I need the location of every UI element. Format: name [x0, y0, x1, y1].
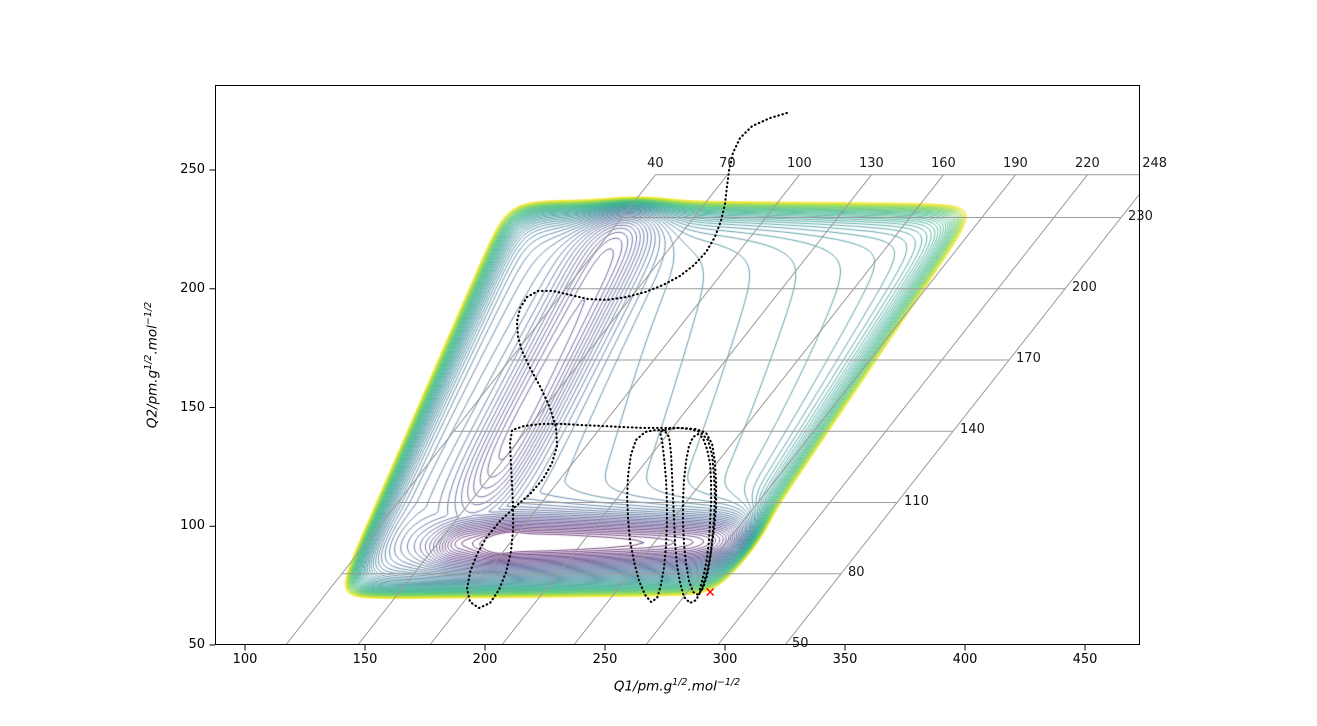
- y-label-exp2: −1/2: [143, 301, 154, 326]
- skew-grid-label-top: 248: [1142, 155, 1168, 171]
- y-label-dot: .: [144, 350, 161, 355]
- trajectory-layer: [465, 111, 788, 610]
- skew-grid-label-right: 200: [1072, 279, 1097, 295]
- skew-grid-label-right: 110: [904, 493, 929, 509]
- y-tick-label: 250: [180, 162, 205, 178]
- skew-grid-line-u: [645, 174, 1016, 645]
- skew-grid-label-top: 160: [931, 155, 956, 171]
- x-label-dot: .: [687, 678, 692, 695]
- skew-grid-line-u: [357, 174, 728, 645]
- x-label-exp1: 1/2: [672, 677, 688, 688]
- x-tick-label: 200: [472, 652, 498, 667]
- skew-grid-label-right: 80: [848, 564, 865, 580]
- skew-grid-label-right: 230: [1128, 208, 1153, 224]
- x-label-exp2: −1/2: [716, 677, 741, 688]
- skew-grid-label-top: 220: [1075, 155, 1100, 171]
- contour-plot-canvas: [215, 85, 1140, 645]
- skew-grid-line-u: [501, 174, 872, 645]
- skew-grid-label-top: 40: [647, 155, 664, 171]
- skew-grid-label-right: 140: [960, 422, 985, 438]
- y-axis-label: Q2/pm.g1/2.mol−1/2: [143, 215, 163, 515]
- x-label-prefix: Q1/: [613, 678, 638, 695]
- skew-grid-line-u: [429, 174, 800, 645]
- tick-marks-layer: [209, 169, 1086, 651]
- skew-grid-line-u: [573, 174, 944, 645]
- x-label-unit2: mol: [691, 678, 717, 695]
- x-tick-label: 300: [712, 652, 738, 667]
- y-label-unit2: mol: [144, 325, 161, 351]
- y-tick-label: 100: [180, 518, 205, 534]
- x-axis-label: Q1/pm.g1/2.mol−1/2: [527, 677, 827, 695]
- x-tick-label: 450: [1072, 652, 1098, 667]
- skew-grid-label-right: 170: [1016, 351, 1041, 366]
- skew-grid-label-top: 70: [719, 155, 736, 171]
- skew-grid-label-top: 190: [1003, 155, 1028, 171]
- x-tick-label: 100: [232, 652, 258, 667]
- x-tick-label: 350: [832, 652, 858, 667]
- x-tick-label: 250: [592, 652, 618, 667]
- skew-grid-layer: [285, 174, 1140, 645]
- x-tick-label: 150: [352, 652, 378, 667]
- trajectory-end-marker: [706, 588, 715, 597]
- y-tick-label: 150: [180, 399, 205, 415]
- x-tick-label: 400: [952, 652, 978, 667]
- y-tick-label: 200: [180, 280, 205, 296]
- trajectory-path: [465, 111, 788, 610]
- skew-grid-label-top: 100: [787, 155, 812, 171]
- y-tick-label: 50: [188, 637, 205, 652]
- x-label-unit1: pm.g: [637, 678, 673, 695]
- skew-grid-label-right: 50: [792, 636, 809, 651]
- skew-grid-line-u: [784, 192, 1140, 645]
- skew-grid-line-u: [717, 174, 1088, 645]
- skew-grid-label-top: 130: [859, 155, 884, 171]
- y-label-exp1: 1/2: [143, 354, 154, 370]
- skew-grid-line-u: [285, 174, 656, 645]
